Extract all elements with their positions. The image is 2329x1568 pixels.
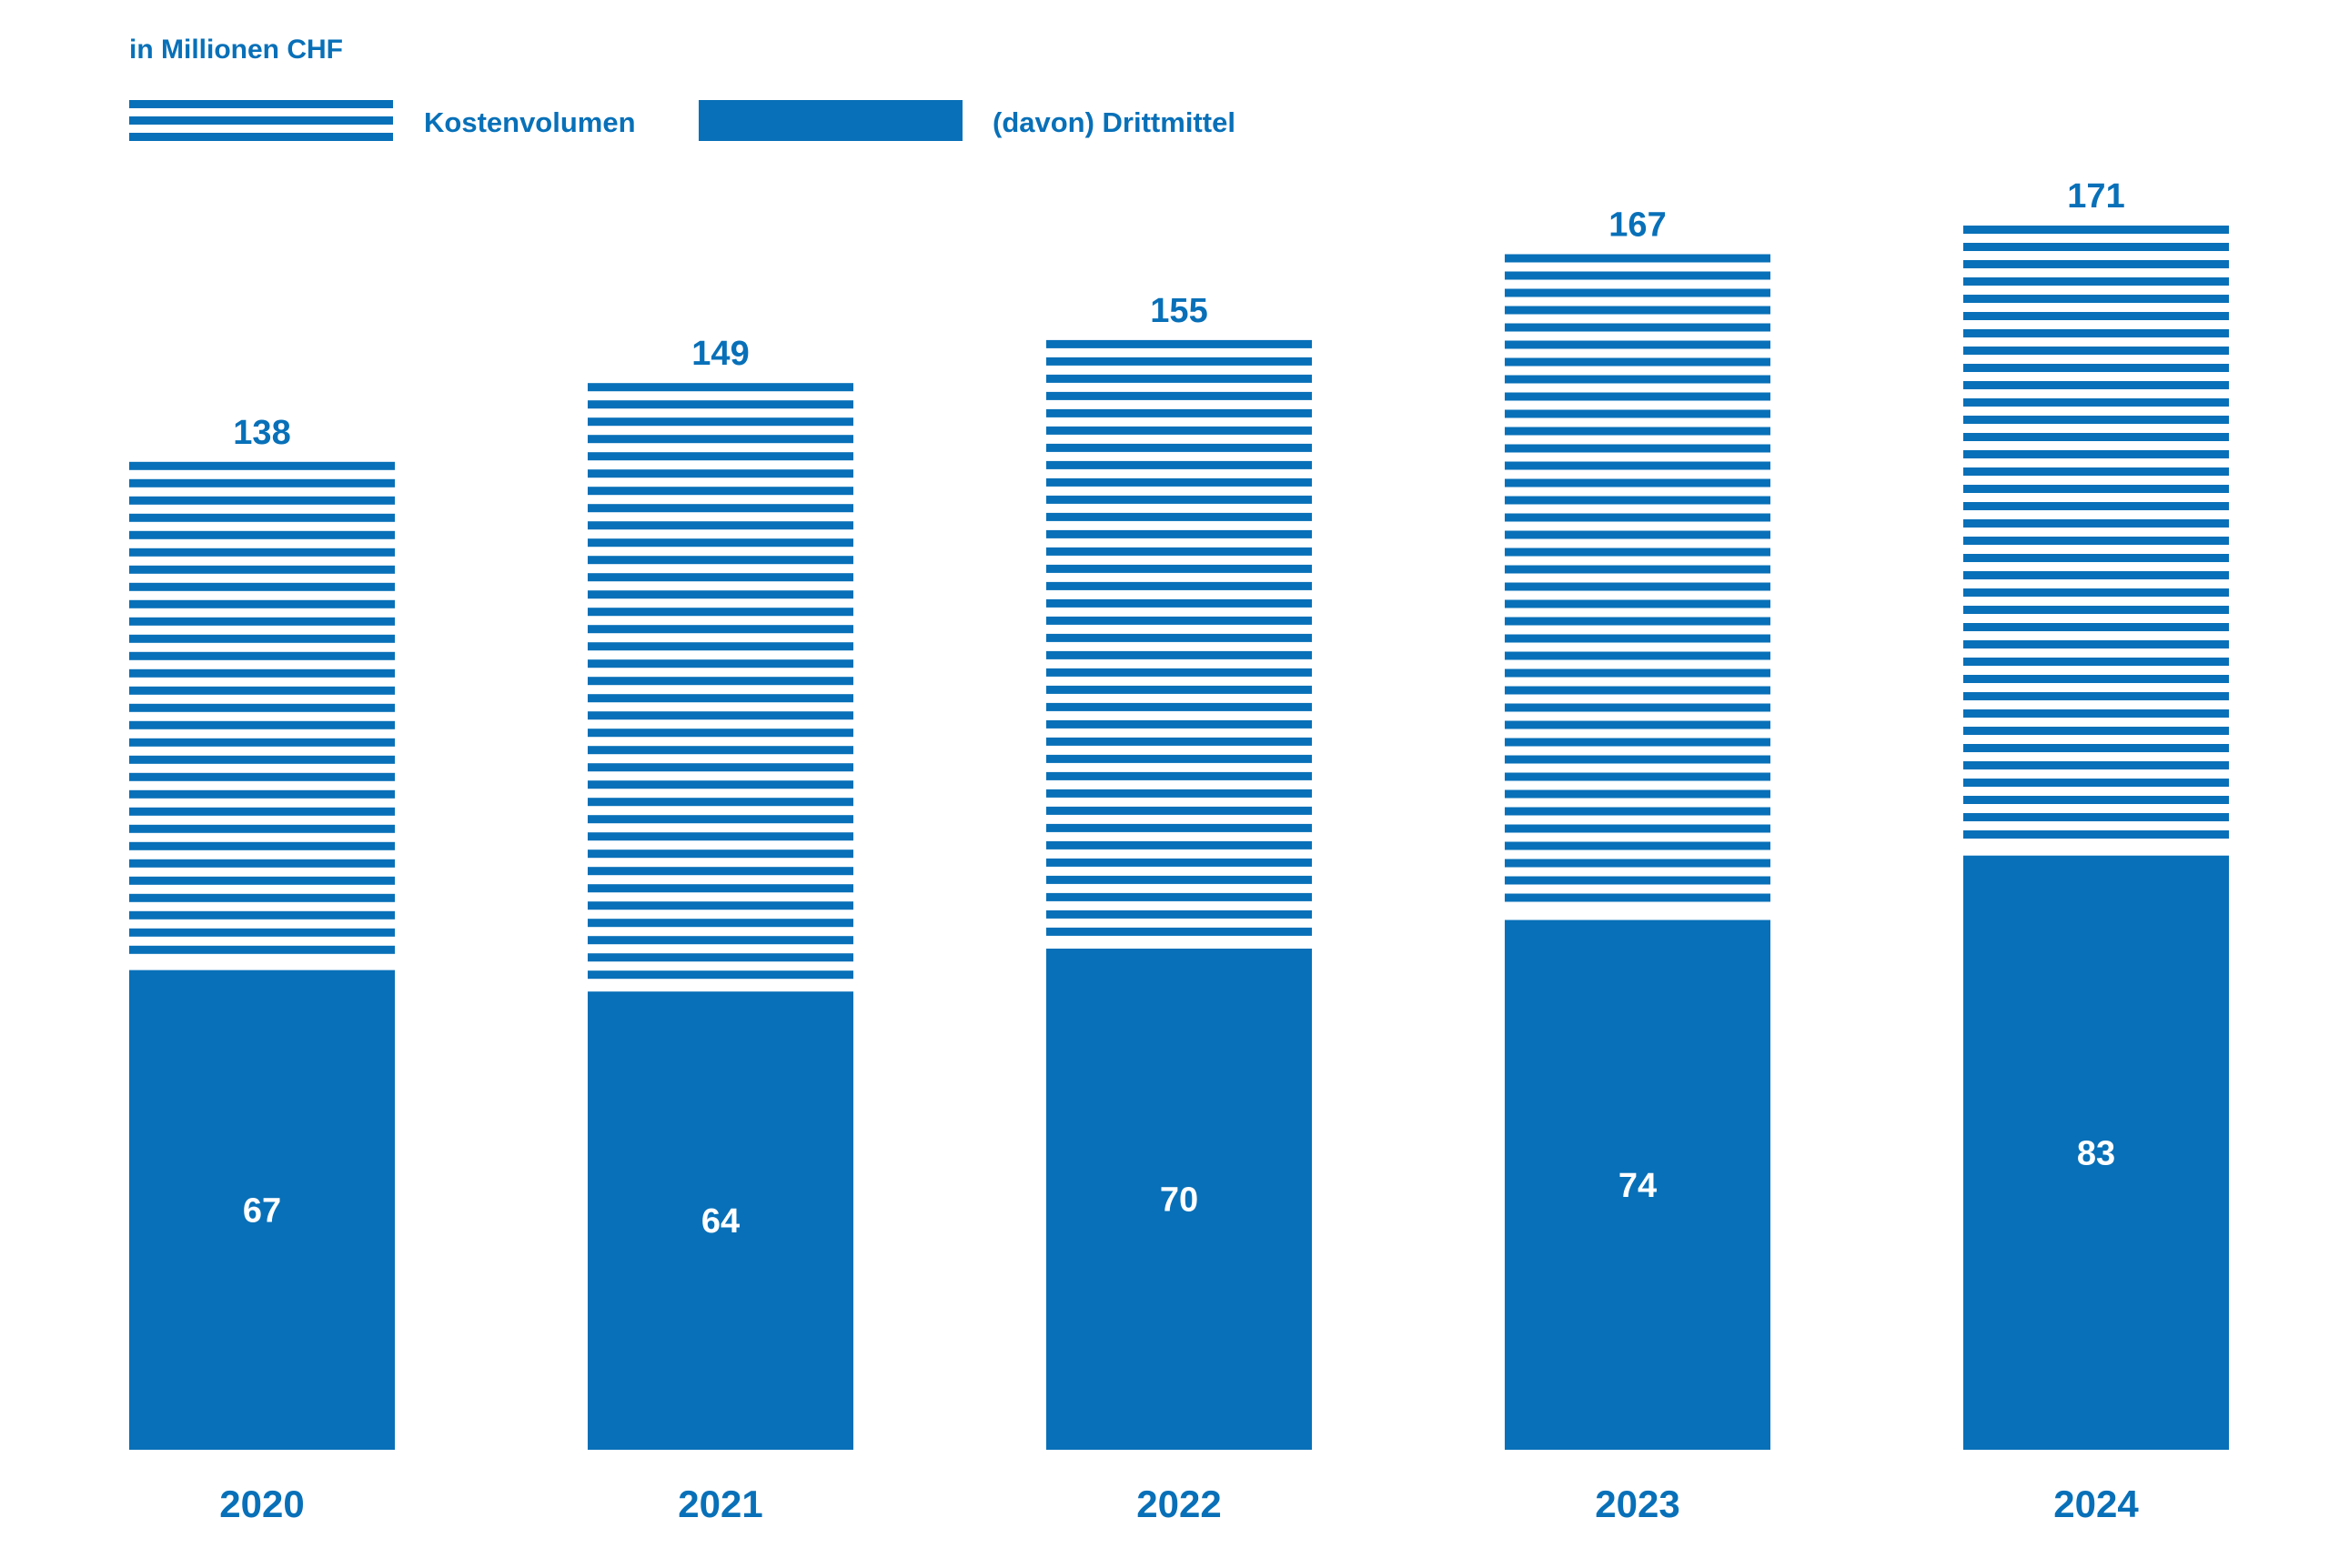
data-label-total: 167 xyxy=(1608,206,1666,245)
data-label-drittmittel: 67 xyxy=(243,1191,281,1230)
legend-label-kostenvolumen: Kostenvolumen xyxy=(424,106,636,138)
bar-kostenvolumen-2020 xyxy=(129,461,395,954)
x-tick-label: 2021 xyxy=(678,1483,762,1525)
data-label-total: 149 xyxy=(691,335,749,373)
legend: Kostenvolumen (davon) Drittmittel xyxy=(129,100,1235,141)
data-label-drittmittel: 83 xyxy=(2077,1134,2115,1172)
data-label-total: 138 xyxy=(233,414,290,452)
x-tick-label: 2022 xyxy=(1136,1483,1221,1525)
bar-drittmittel-2020 xyxy=(129,970,395,1450)
data-label-drittmittel: 70 xyxy=(1160,1181,1198,1220)
bar-kostenvolumen-2022 xyxy=(1046,339,1312,936)
bar-drittmittel-2021 xyxy=(588,991,853,1450)
legend-swatch-kostenvolumen xyxy=(129,100,393,141)
bar-drittmittel-2023 xyxy=(1505,920,1770,1450)
data-label-drittmittel: 64 xyxy=(701,1202,740,1241)
bar-drittmittel-2024 xyxy=(1963,855,2229,1450)
legend-swatch-drittmittel xyxy=(699,100,963,141)
bar-drittmittel-2022 xyxy=(1046,949,1312,1450)
x-tick-label: 2020 xyxy=(219,1483,304,1525)
x-tick-label: 2024 xyxy=(2053,1483,2139,1525)
data-label-total: 155 xyxy=(1150,292,1207,330)
bar-kostenvolumen-2023 xyxy=(1505,254,1770,902)
legend-label-drittmittel: (davon) Drittmittel xyxy=(993,106,1235,138)
data-label-total: 171 xyxy=(2067,177,2124,216)
x-tick-label: 2023 xyxy=(1595,1483,1679,1525)
bar-kostenvolumen-2021 xyxy=(588,383,853,980)
data-label-drittmittel: 74 xyxy=(1618,1167,1657,1205)
unit-label: in Millionen CHF xyxy=(129,35,343,65)
bars-group: 138 67 2020 149 64 2021 155 70 2022 167 74 2023 171 8… xyxy=(129,177,2229,1525)
bar-kostenvolumen-2024 xyxy=(1963,226,2229,839)
